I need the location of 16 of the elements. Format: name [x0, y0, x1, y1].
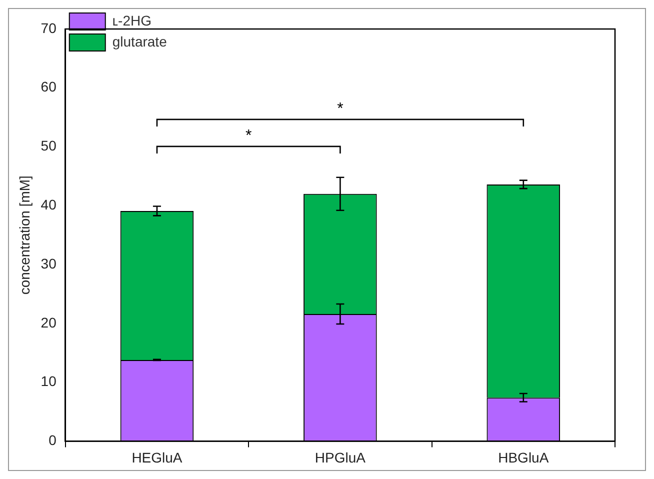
- annotation: *: [245, 127, 252, 144]
- y-tick-label: 60: [40, 78, 57, 95]
- y-tick-label: 50: [40, 138, 57, 154]
- x-tick-label: HBGluA: [498, 449, 550, 466]
- legend-label: glutarate: [112, 33, 168, 50]
- legend-label: ʟ-2HG: [112, 12, 152, 28]
- x-tick-label: HEGluA: [132, 449, 183, 466]
- y-tick-label: 10: [40, 373, 57, 390]
- y-tick-label: 0: [48, 432, 57, 448]
- annotation: *: [337, 100, 344, 118]
- y-tick-label: 40: [40, 196, 57, 213]
- y-tick-label: 70: [40, 20, 57, 36]
- y-axis-title: concentration [mM]: [16, 176, 32, 295]
- y-tick-label: 20: [40, 314, 57, 330]
- x-tick-label: HPGluA: [314, 449, 366, 466]
- y-tick-label: 30: [40, 255, 57, 272]
